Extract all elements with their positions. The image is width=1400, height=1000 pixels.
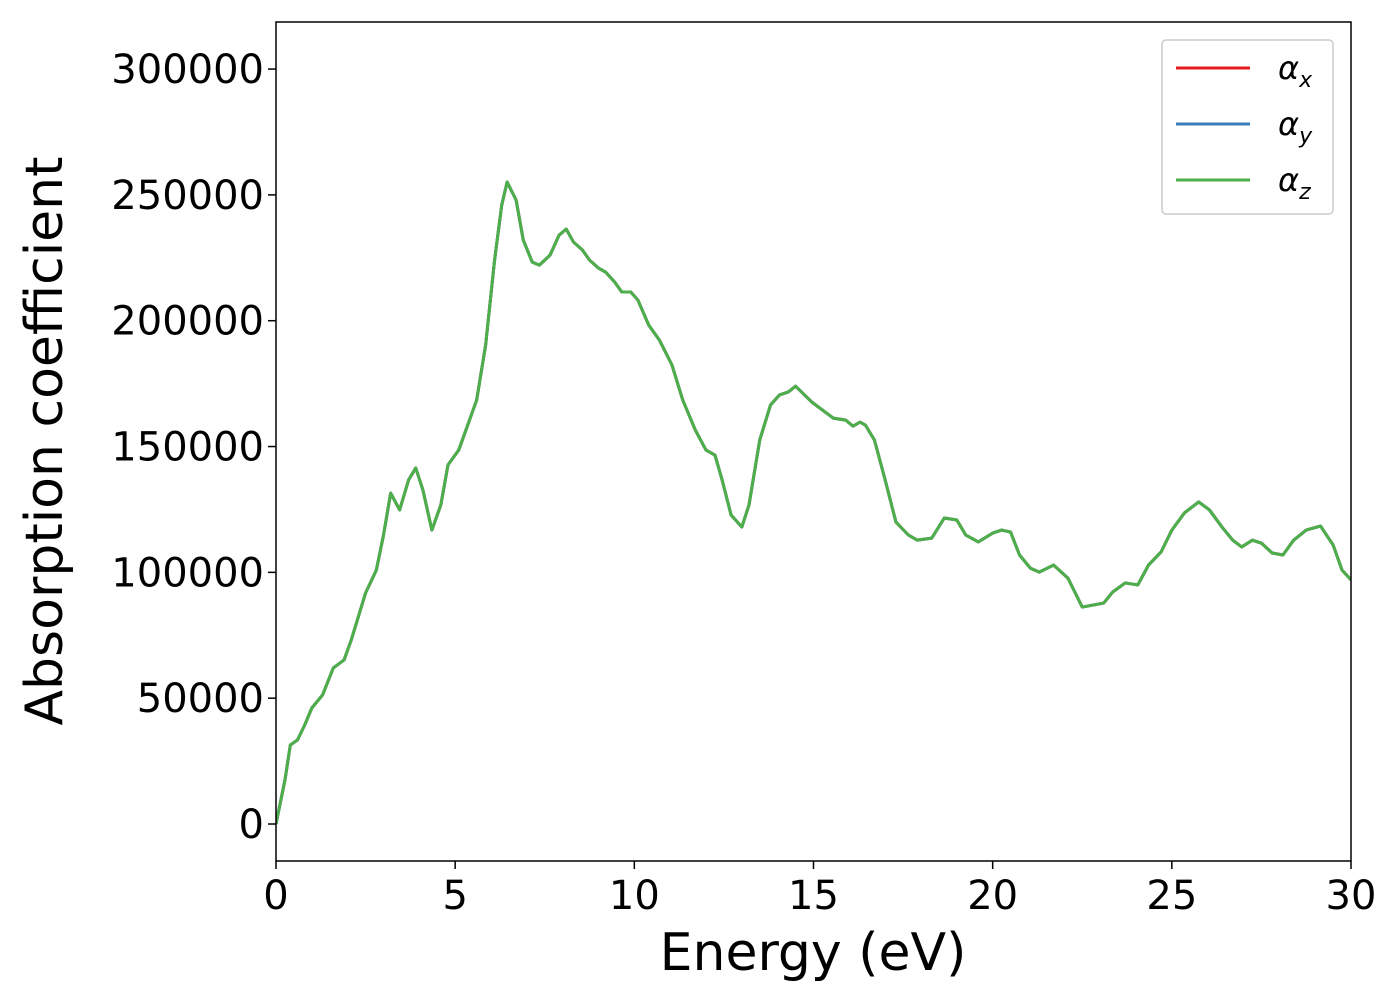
plot-frame	[275, 21, 1352, 862]
x-tick-label: 5	[442, 873, 467, 919]
y-tick-label: 50000	[137, 676, 264, 722]
legend-label-sub: z	[1298, 180, 1311, 205]
legend-label-main: α	[1278, 161, 1299, 199]
x-tick-label: 20	[967, 873, 1018, 919]
legend-label: αz	[1278, 161, 1311, 205]
series-line	[276, 180, 1351, 825]
legend-label-sub: x	[1298, 68, 1313, 93]
y-tick-label: 300000	[111, 47, 264, 93]
legend-label: αx	[1278, 49, 1313, 93]
y-tick-label: 0	[239, 802, 264, 848]
legend-label-main: α	[1278, 49, 1299, 87]
x-tick-label: 10	[609, 873, 660, 919]
legend-label: αy	[1278, 105, 1313, 149]
x-tick-label: 25	[1146, 873, 1197, 919]
y-tick-label: 150000	[111, 425, 264, 471]
x-axis-label: Energy (eV)	[660, 923, 967, 983]
x-tick-label: 30	[1326, 873, 1377, 919]
series-line	[276, 180, 1351, 825]
y-tick-label: 100000	[111, 550, 264, 596]
legend-box	[1161, 39, 1334, 215]
legend-label-sub: y	[1298, 124, 1313, 149]
series-line	[276, 180, 1351, 825]
y-tick-label: 250000	[111, 173, 264, 219]
x-tick-label: 15	[788, 873, 839, 919]
legend-label-main: α	[1278, 105, 1299, 143]
y-axis-label: Absorption coefficient	[15, 156, 75, 725]
y-tick-label: 200000	[111, 299, 264, 345]
x-tick-label: 0	[263, 873, 288, 919]
